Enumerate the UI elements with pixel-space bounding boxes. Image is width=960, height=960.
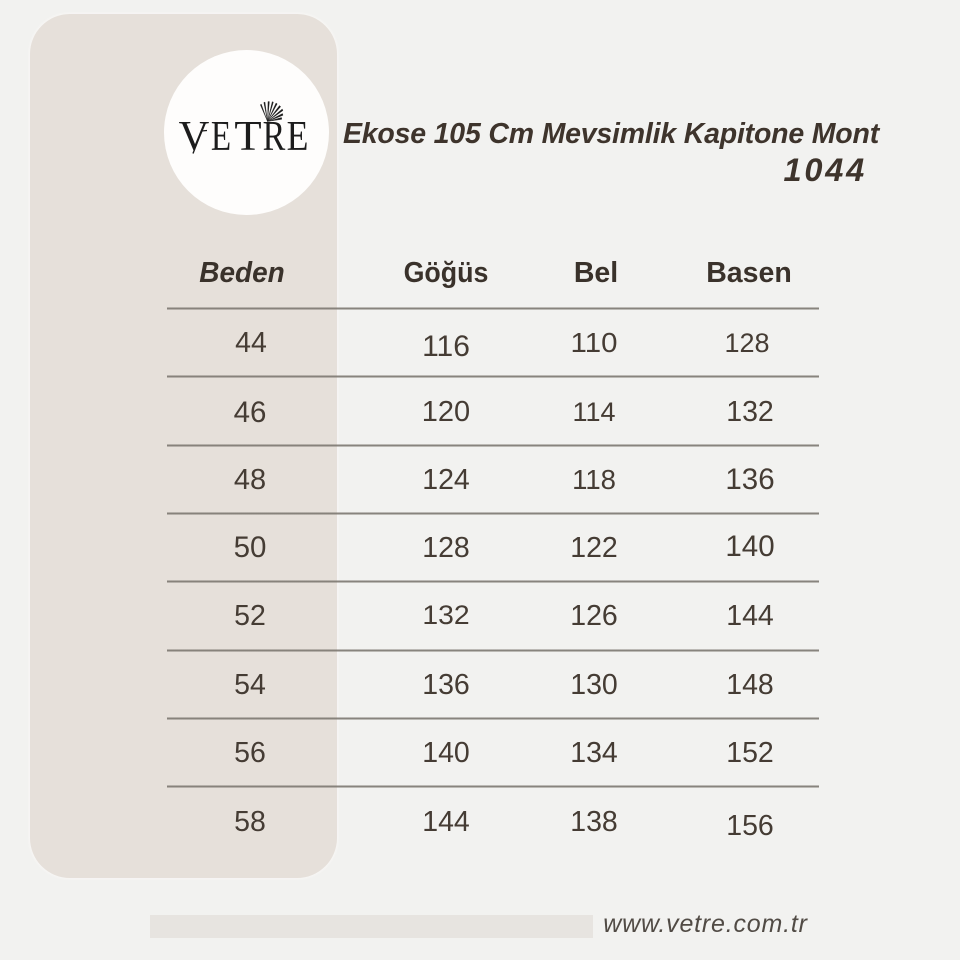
svg-text:E: E [211, 113, 231, 160]
svg-text:T: T [234, 113, 261, 160]
svg-text:R: R [263, 114, 286, 160]
svg-text:V: V [179, 113, 210, 160]
svg-text:E: E [287, 113, 309, 160]
